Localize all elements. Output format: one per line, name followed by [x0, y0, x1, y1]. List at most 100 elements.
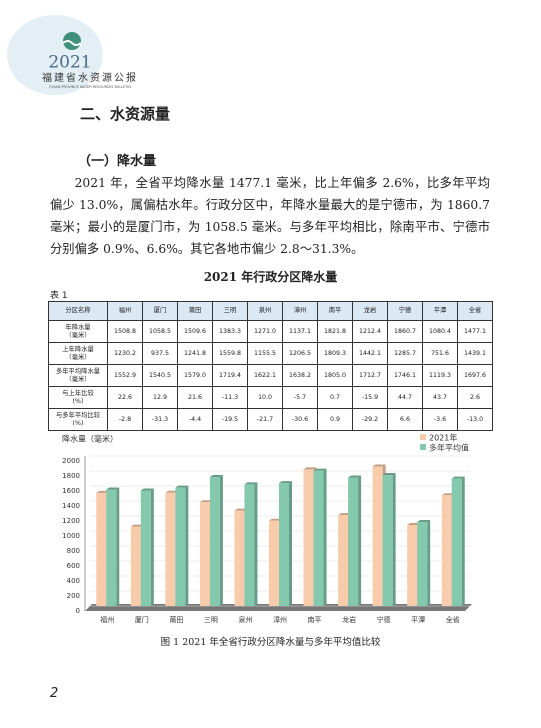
- table-cell: 21.6: [177, 386, 213, 409]
- logo-title: 福建省水资源公报: [42, 71, 138, 84]
- bar-top: [417, 520, 431, 523]
- bar-top: [96, 490, 110, 493]
- bar-side: [358, 475, 362, 606]
- row-label: 上年降水量 （毫米）: [48, 342, 108, 365]
- table-cell: 1119.3: [422, 364, 458, 387]
- bar-top: [106, 487, 120, 490]
- section-title: 二、水资源量: [80, 105, 171, 123]
- bar-top: [338, 513, 352, 516]
- y-tick-label: 0: [76, 607, 80, 615]
- bar-top: [348, 475, 362, 478]
- chart: 降水量（毫米） 0 200 400 600 800 1000 1200 1400 1600 180…: [62, 433, 472, 624]
- y-tick-label: 1800: [62, 472, 80, 480]
- table-cell: 22.6: [107, 386, 143, 409]
- table-title: 2021 年行政分区降水量: [203, 270, 338, 284]
- table-cell: 1206.5: [282, 342, 318, 365]
- figure-caption: 图 1 2021 年全省行政分区降水量与多年平均值比较: [160, 637, 381, 648]
- table-cell: 1719.4: [212, 364, 248, 387]
- bar-side: [289, 481, 292, 606]
- table-row: 多年平均降水量 （毫米） 1552.9 1540.5 1579.0 1719.4 1622…: [48, 364, 493, 387]
- bar-top: [407, 522, 421, 525]
- table-cell: 0.7: [317, 386, 353, 409]
- table-label: 表 1: [50, 291, 68, 301]
- bar: [313, 470, 324, 606]
- table-cell: 泉州: [247, 301, 283, 321]
- bar: [244, 484, 255, 606]
- bar-top: [269, 518, 282, 521]
- bar-side: [185, 485, 189, 606]
- bar-side: [150, 488, 154, 606]
- table-cell: 1622.1: [247, 364, 283, 387]
- y-tick-label: 1000: [62, 532, 80, 540]
- bar-top: [451, 476, 465, 479]
- bar-top: [140, 488, 154, 491]
- bar: [96, 492, 107, 606]
- table-cell: -11.3: [212, 386, 248, 409]
- table-cell: 1579.0: [177, 364, 213, 387]
- table-cell: -3.6: [422, 408, 458, 431]
- table-cell: 1383.3: [212, 320, 248, 343]
- bar-top: [234, 508, 248, 511]
- table-cell: 1212.4: [352, 320, 388, 343]
- table-cell: 1442.1: [352, 342, 388, 365]
- x-tick-label: 三明: [204, 616, 218, 624]
- x-tick-label: 平潭: [411, 615, 425, 624]
- x-tick-label: 漳州: [273, 615, 287, 624]
- table-cell: 2.6: [457, 386, 493, 409]
- y-tick-label: 600: [67, 562, 80, 570]
- bar: [279, 483, 289, 606]
- table-cell: 1230.2: [107, 342, 143, 365]
- x-tick-label: 厦门: [135, 615, 149, 624]
- table-cell: -19.5: [212, 408, 248, 431]
- bar: [417, 522, 428, 606]
- paragraph: 2021 年，全省平均降水量 1477.1 毫米，比上年偏多 2.6%，比多年平…: [50, 176, 490, 256]
- table-cell: 1508.8: [107, 320, 143, 343]
- bar-top: [382, 473, 396, 476]
- bar-top: [313, 468, 327, 471]
- table-row: 分区名称 福州 厦门 莆田 三明 泉州 漳州 南平 龙岩 宁德 平潭 全省: [48, 301, 493, 321]
- x-tick-label: 南平: [308, 615, 322, 624]
- bar: [407, 524, 418, 606]
- row-label: 与多年平均比较 (%): [48, 408, 108, 431]
- bar: [451, 478, 462, 606]
- x-tick-label: 龙岩: [342, 615, 356, 624]
- bar: [303, 469, 314, 606]
- table-cell: 南平: [317, 301, 353, 321]
- table-cell: 751.6: [422, 342, 458, 365]
- table-cell: 937.5: [142, 342, 178, 365]
- x-tick-label: 泉州: [238, 615, 252, 624]
- table-row: 上年降水量 （毫米） 1230.2 937.5 1241.8 1559.8 1155.5 1…: [48, 342, 493, 365]
- y-tick-label: 400: [67, 577, 80, 585]
- bar-side: [427, 520, 431, 606]
- table-cell: 1860.7: [387, 320, 423, 343]
- table-cell: 1058.5: [142, 320, 178, 343]
- bar-top: [209, 475, 223, 478]
- bar-side: [392, 473, 396, 606]
- bar-top: [303, 467, 317, 470]
- table-cell: 1241.8: [177, 342, 213, 365]
- bar-top: [165, 490, 179, 493]
- legend-swatch: [420, 444, 426, 450]
- table-cell: 44.7: [387, 386, 423, 409]
- table-cell: 1080.4: [422, 320, 458, 343]
- x-tick-label: 全省: [446, 615, 460, 624]
- bar: [382, 475, 393, 606]
- table-cell: 10.0: [247, 386, 283, 409]
- y-tick-label: 1200: [62, 517, 80, 525]
- bar: [106, 489, 117, 606]
- logo: 2021 福建省水资源公报 FUJIAN PROVINCE WATER RESO…: [7, 15, 138, 95]
- table-cell: 1809.3: [317, 342, 353, 365]
- bar-top: [175, 485, 189, 488]
- bar-top: [244, 482, 258, 485]
- y-tick-label: 200: [67, 592, 80, 600]
- bar-side: [254, 482, 258, 606]
- bar-top: [279, 481, 292, 484]
- table-cell: 1439.1: [457, 342, 493, 365]
- table-cell: 1559.8: [212, 342, 248, 365]
- bar: [165, 492, 176, 606]
- table-row: 与上年比较 (%) 22.6 12.9 21.6 -11.3 10.0 -5.7 0.7 -15…: [48, 386, 493, 409]
- table-cell: 厦门: [142, 301, 178, 321]
- y-tick-label: 1400: [62, 502, 80, 510]
- table-cell: -31.3: [142, 408, 178, 431]
- table-cell: 1137.1: [282, 320, 318, 343]
